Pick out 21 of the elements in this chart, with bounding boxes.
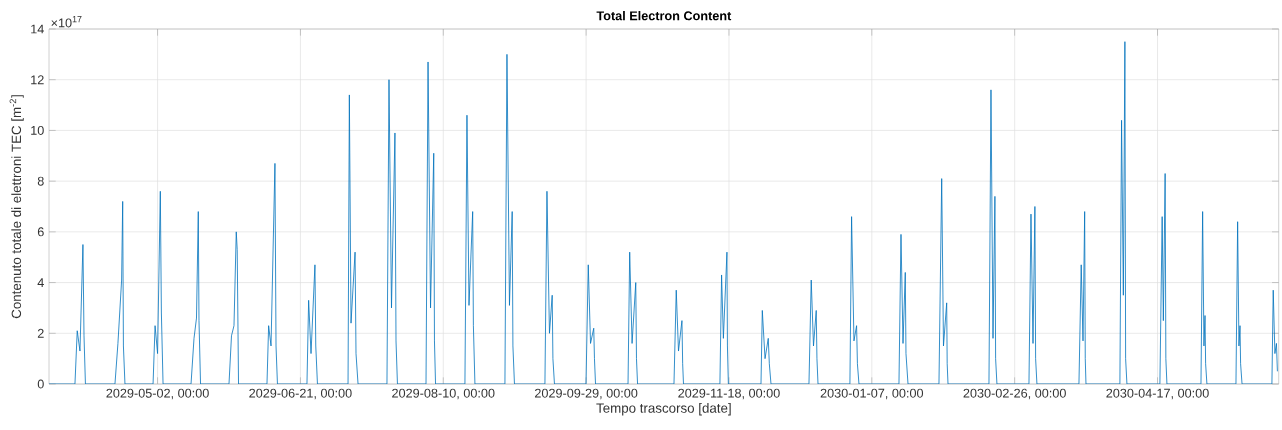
y-tick-label: 10 [31, 125, 44, 135]
y-tick-label: 2 [37, 328, 44, 338]
y-tick-label: 12 [31, 75, 44, 85]
x-tick-label: 2029-05-02, 00:00 [106, 388, 209, 400]
y-axis-title: Contenuto totale di elettroni TEC [m$^{-2}$] [9, 95, 24, 319]
y-tick-label: 6 [37, 227, 44, 237]
x-tick-label: 2030-04-17, 00:00 [1106, 388, 1209, 400]
x-tick-label: 2029-11-18, 00:00 [678, 388, 780, 400]
x-tick-label: 2029-08-10, 00:00 [392, 388, 495, 400]
y-tick-label: 8 [37, 176, 44, 186]
x-tick-label: 2029-06-21, 00:00 [249, 388, 352, 400]
chart-title: Total Electron Content [596, 10, 732, 21]
y-tick-label: 0 [37, 379, 44, 389]
x-tick-label: 2029-09-29, 00:00 [534, 388, 638, 400]
text: ×10$^{17}$ [51, 16, 82, 28]
y-tick-label: 4 [37, 278, 44, 287]
x-tick-label: 2030-01-07, 00:00 [820, 388, 924, 400]
x-axis-title: Tempo trascorso [date] [596, 403, 731, 416]
line-series [49, 41, 1278, 384]
x-tick-label: 2030-02-26, 00:00 [963, 388, 1066, 400]
y-tick-label: 14 [31, 24, 44, 34]
